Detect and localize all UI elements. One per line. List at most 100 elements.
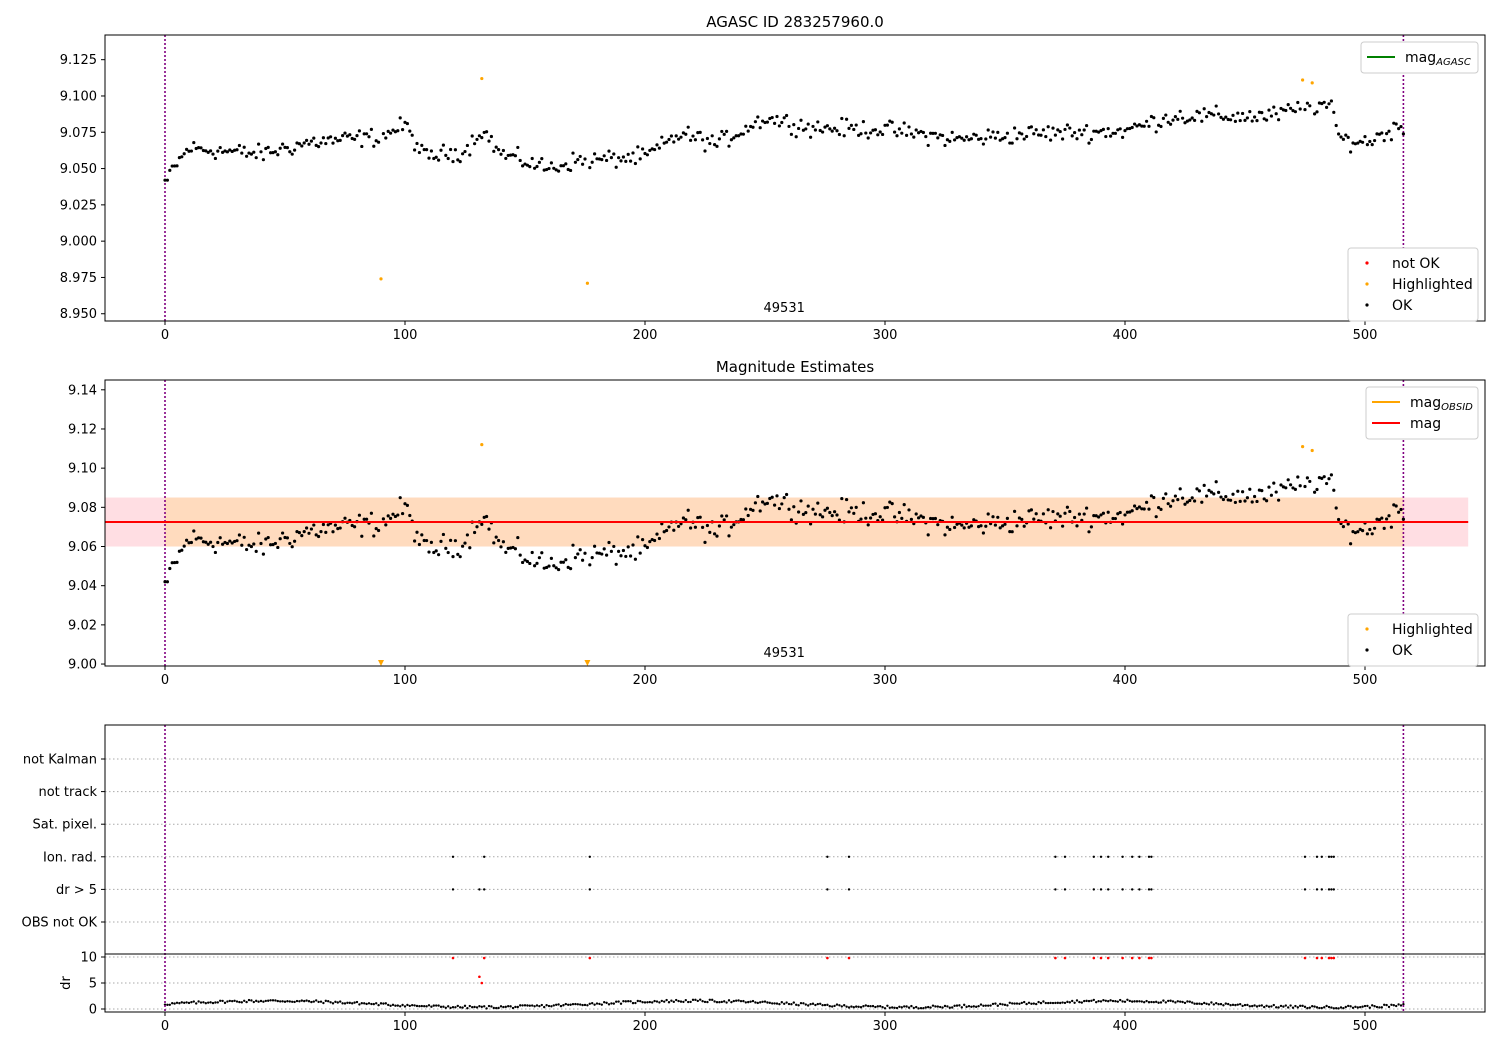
ok-point <box>170 561 174 565</box>
ok-point <box>919 514 923 518</box>
dr-point <box>1299 1004 1302 1008</box>
dr-point <box>1073 1001 1076 1004</box>
ok-point <box>1363 135 1367 139</box>
ok-point <box>1397 127 1401 131</box>
ok-point <box>1164 492 1168 496</box>
ok-point <box>727 144 731 148</box>
ok-point <box>953 525 957 530</box>
ok-point <box>609 549 614 553</box>
ok-point <box>396 129 400 133</box>
dr-point <box>1255 1005 1259 1008</box>
ok-point <box>933 131 938 135</box>
ok-point <box>761 119 765 123</box>
ok-point <box>1375 132 1379 136</box>
ok-point <box>1065 123 1069 127</box>
dr-point <box>562 1004 565 1007</box>
ok-point <box>540 157 544 161</box>
ok-point <box>1322 475 1326 479</box>
ok-point <box>1017 131 1022 135</box>
dr-point <box>1210 1001 1213 1004</box>
dr-point <box>792 1001 795 1004</box>
ok-point <box>1051 509 1055 514</box>
dr-point <box>353 1001 356 1004</box>
ok-point <box>1058 514 1062 518</box>
ok-point <box>902 121 906 125</box>
ok-point <box>187 541 191 545</box>
dr-point <box>627 1000 630 1003</box>
ok-point <box>1253 494 1257 499</box>
ok-point <box>170 164 174 168</box>
dr-flag-point <box>826 956 829 960</box>
ok-point <box>528 165 532 169</box>
ok-point <box>818 513 822 517</box>
ok-point <box>1346 522 1350 526</box>
dr-point <box>1229 1004 1232 1007</box>
ok-point <box>1061 137 1065 141</box>
ok-point <box>595 551 599 555</box>
dr-point <box>1258 1004 1261 1007</box>
dr-point <box>610 1002 613 1005</box>
dr-point <box>799 1001 803 1005</box>
dr-point <box>888 1006 891 1009</box>
dr-point <box>1123 1000 1127 1003</box>
dr-point <box>982 1004 985 1007</box>
ok-point <box>293 539 297 543</box>
ok-point <box>977 137 981 141</box>
ok-point <box>1332 488 1336 492</box>
ok-point <box>871 128 875 132</box>
dr-point <box>1198 1002 1201 1005</box>
ok-point <box>962 526 966 530</box>
dr-point <box>1095 1000 1098 1004</box>
ok-point <box>816 501 820 505</box>
dr-point <box>377 1003 380 1007</box>
ok-point <box>1087 141 1091 145</box>
dr-point <box>516 1005 519 1009</box>
ok-point <box>1101 127 1105 131</box>
ok-point <box>326 523 330 527</box>
ok-point <box>487 139 491 143</box>
ok-point <box>945 138 950 142</box>
ok-point <box>1106 510 1110 514</box>
ok-point <box>811 124 815 129</box>
dr-point <box>967 1004 971 1008</box>
ok-point <box>266 535 270 540</box>
ok-point <box>343 516 347 520</box>
dr-point <box>588 1002 591 1005</box>
ok-point <box>1303 484 1307 489</box>
ok-point <box>1293 487 1297 491</box>
ok-point <box>242 535 246 539</box>
ok-point <box>638 551 642 555</box>
dr-point <box>691 998 695 1002</box>
obsid-annotation: 49531 <box>764 646 805 661</box>
highlighted-point <box>1310 81 1314 85</box>
dr-point <box>838 1004 841 1007</box>
ok-point <box>991 130 995 134</box>
ok-point <box>1142 124 1146 128</box>
ok-point <box>1022 524 1026 528</box>
ok-point <box>165 178 169 182</box>
dr-flag-point <box>1092 956 1096 960</box>
ok-point <box>1245 496 1249 500</box>
ok-point <box>504 156 508 161</box>
dr-point <box>833 1004 836 1008</box>
ok-point <box>691 134 695 138</box>
ok-point <box>607 149 611 153</box>
ok-point <box>1077 512 1081 516</box>
ok-point <box>765 501 770 505</box>
ok-point <box>1058 129 1062 134</box>
dr-point <box>1090 999 1093 1002</box>
ok-point <box>564 162 568 166</box>
ok-point <box>185 538 189 542</box>
dr-point <box>1395 1004 1398 1008</box>
ok-point <box>715 144 719 148</box>
ok-point <box>288 541 292 546</box>
ok-point <box>876 133 880 137</box>
ok-point <box>398 116 402 120</box>
p2-legend-lower-label: OK <box>1392 643 1413 659</box>
ok-point <box>993 136 998 140</box>
ok-point <box>1351 141 1355 145</box>
ok-point <box>998 138 1002 142</box>
p2-ytick-label: 9.10 <box>68 462 97 477</box>
ok-point <box>504 550 508 555</box>
dr-point <box>593 1003 596 1006</box>
